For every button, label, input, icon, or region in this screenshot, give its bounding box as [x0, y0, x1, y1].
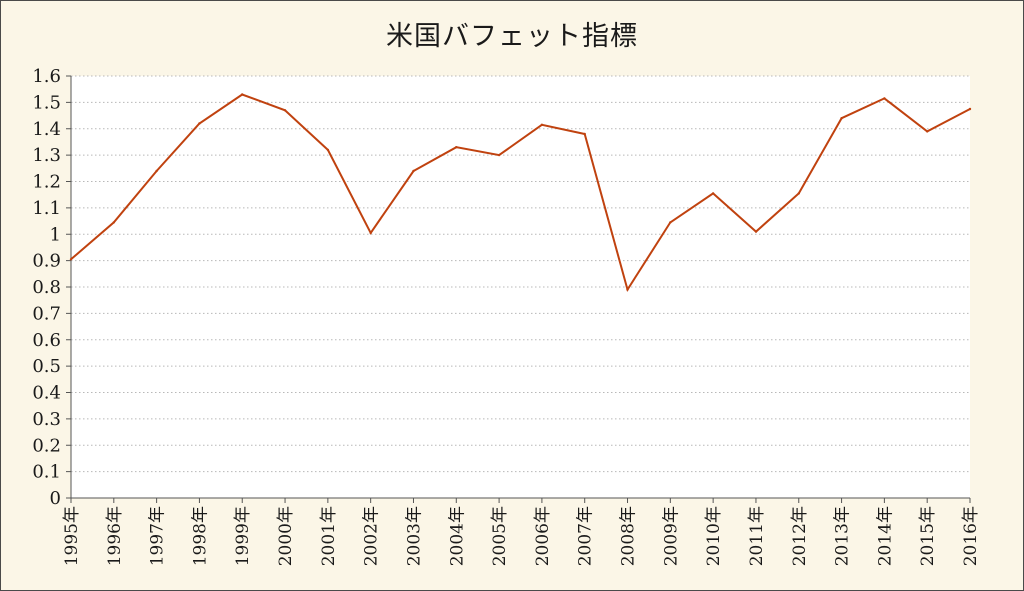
data-point: [69, 258, 73, 261]
y-tick-label: 0.6: [32, 330, 61, 351]
data-point: [669, 221, 672, 224]
x-tick-label: 2006年: [533, 506, 553, 566]
data-point: [112, 221, 116, 224]
data-point: [455, 146, 458, 149]
data-point: [326, 148, 330, 152]
x-tick-label: 2002年: [362, 506, 382, 566]
x-tick-label: 2016年: [961, 506, 981, 566]
y-tick-label: 0.4: [32, 383, 61, 404]
data-point: [754, 230, 758, 233]
data-point: [626, 288, 629, 291]
y-tick-label: 0.3: [32, 409, 61, 430]
y-tick-label: 1.1: [32, 198, 61, 219]
y-tick-label: 1.6: [32, 66, 61, 87]
data-point: [283, 109, 287, 112]
series-layer: [69, 93, 972, 293]
x-tick-label: 1997年: [148, 506, 168, 566]
x-tick-label: 1996年: [105, 506, 125, 566]
y-tick-label: 0.2: [32, 435, 61, 456]
data-point: [883, 97, 886, 100]
x-tick-label: 2001年: [319, 506, 339, 566]
data-point: [198, 122, 201, 125]
y-tick-label: 0: [50, 488, 61, 509]
x-tick-label: 2014年: [875, 506, 895, 566]
x-tick-label: 2015年: [918, 506, 938, 566]
y-tick-label: 1.5: [32, 92, 61, 113]
x-tick-label: 2013年: [833, 506, 853, 566]
data-point: [540, 123, 544, 127]
data-point: [968, 107, 972, 111]
x-tick-label: 2003年: [404, 506, 424, 566]
y-tick-label: 0.9: [32, 251, 61, 272]
y-tick-label: 1.2: [32, 172, 61, 193]
data-point: [497, 153, 501, 157]
y-tick-label: 0.8: [32, 277, 61, 298]
x-axis: 1995年 1996年 1997年 1998年 1999年 2000年 2001年 2002年…: [62, 497, 981, 566]
y-tick-label: 1.4: [32, 119, 61, 140]
x-tick-label: 2011年: [747, 506, 767, 566]
data-point: [926, 130, 929, 133]
chart-title: 米国バフェット指標: [386, 21, 638, 52]
data-point: [797, 192, 800, 195]
data-point: [711, 192, 715, 195]
x-tick-label: 2005年: [490, 506, 510, 566]
series-line: [70, 93, 971, 293]
gridlines: [71, 75, 970, 473]
data-point: [840, 117, 843, 120]
x-tick-label: 1999年: [233, 506, 253, 566]
x-tick-label: 1995年: [62, 506, 82, 566]
y-tick-label: 0.7: [32, 303, 61, 324]
data-point: [369, 231, 372, 235]
data-point: [155, 169, 158, 173]
x-tick-label: 2004年: [447, 506, 467, 566]
data-point: [583, 132, 586, 136]
y-tick-label: 0.1: [32, 462, 61, 483]
x-tick-label: 2000年: [276, 506, 296, 566]
y-tick-label: 1: [50, 224, 61, 245]
y-axis: 0 0.1 0.2 0.3 0.4 0.5 0.6 0.7 0.8 0.9 1 1.1 1.2 1.3 1.…: [32, 66, 72, 509]
data-point: [412, 169, 415, 173]
x-tick-label: 2008年: [619, 506, 639, 566]
x-tick-label: 1998年: [190, 506, 210, 566]
y-tick-label: 1.3: [32, 145, 61, 166]
x-tick-label: 2012年: [790, 506, 810, 566]
data-point: [241, 93, 244, 96]
x-tick-label: 2010年: [704, 506, 724, 566]
x-tick-label: 2009年: [661, 506, 681, 566]
x-tick-label: 2007年: [576, 506, 596, 566]
y-tick-label: 0.5: [32, 356, 61, 377]
